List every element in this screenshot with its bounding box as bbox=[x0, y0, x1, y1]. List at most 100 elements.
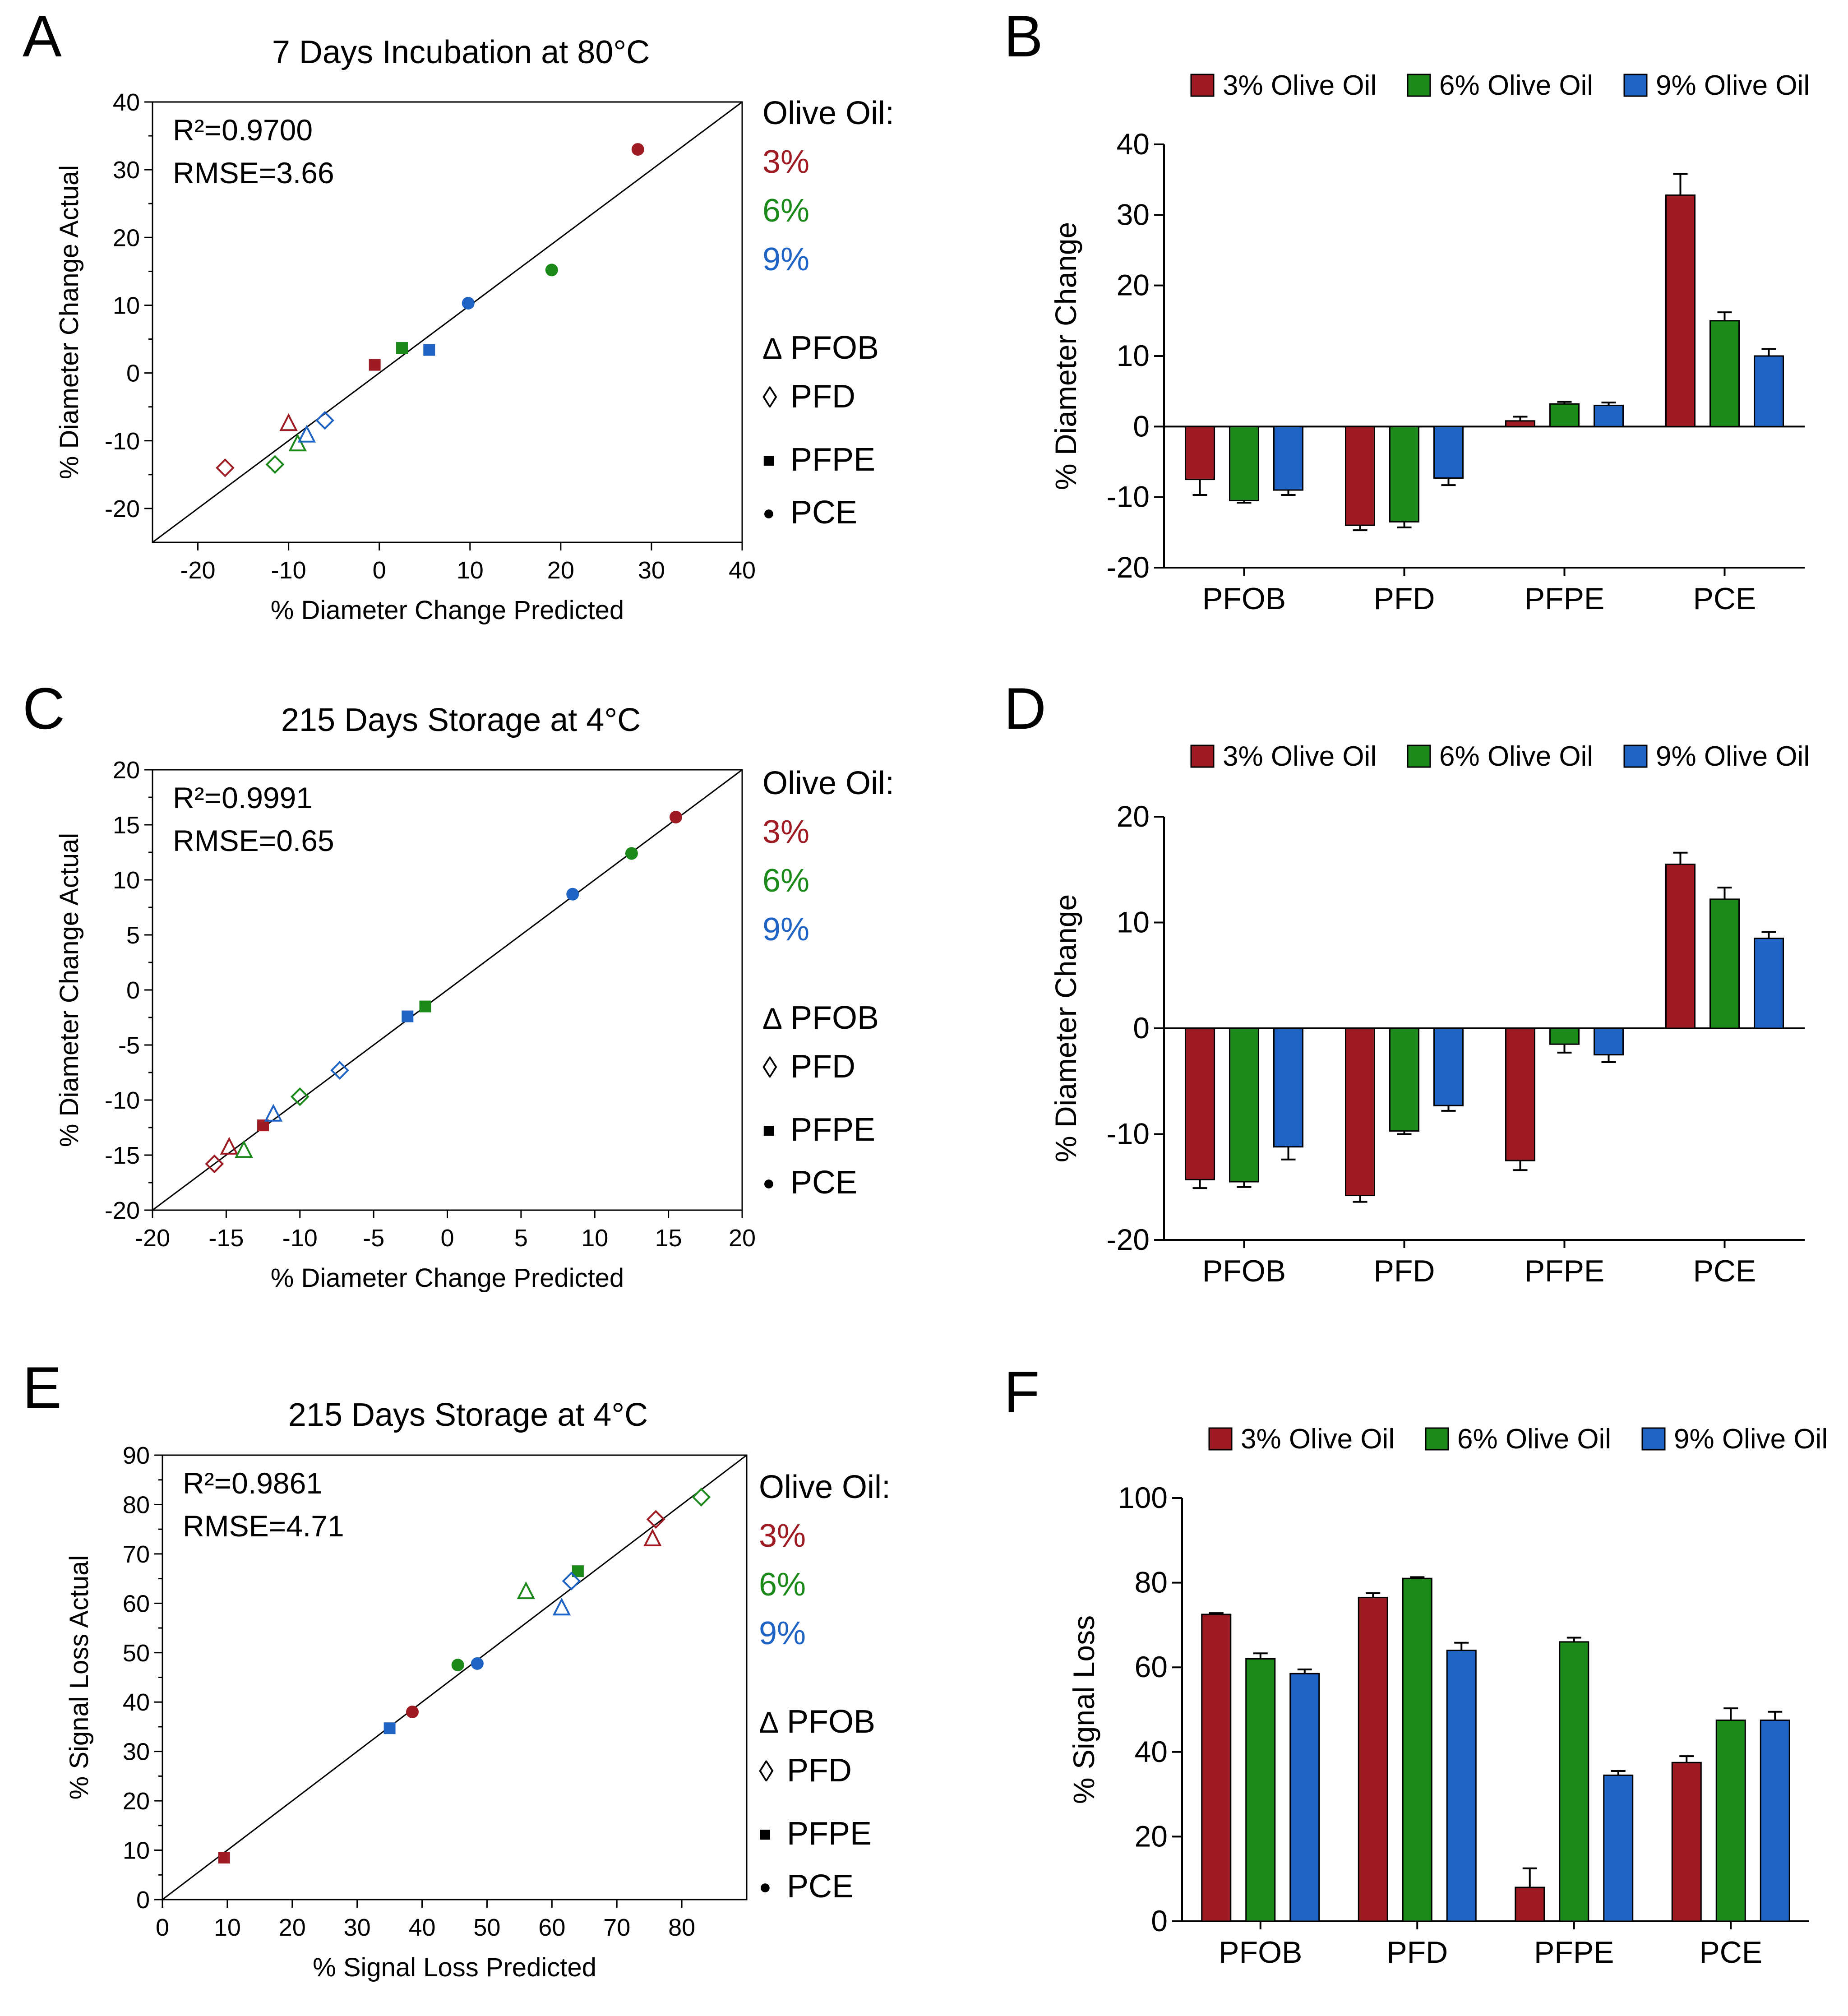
bar bbox=[1505, 1027, 1535, 1161]
y-axis-label: % Signal Loss Actual bbox=[65, 1555, 94, 1800]
bar bbox=[1549, 403, 1580, 427]
data-point-diamond bbox=[265, 455, 285, 474]
y-tick-label: 40 bbox=[123, 1689, 150, 1716]
y-tick-label: 0 bbox=[1133, 409, 1150, 443]
panel-letter: E bbox=[23, 1355, 62, 1420]
r-squared-text: R²=0.9861 bbox=[183, 1466, 323, 1500]
y-tick-label: -20 bbox=[1107, 1223, 1150, 1256]
bar bbox=[1760, 1719, 1790, 1922]
chart-title: 7 Days Incubation at 80°C bbox=[272, 34, 650, 70]
data-point-triangle bbox=[517, 1581, 536, 1600]
legend-series-label: 9% Olive Oil bbox=[1656, 70, 1810, 101]
legend-series-label: 3% Olive Oil bbox=[1223, 741, 1377, 772]
x-tick-label: 70 bbox=[603, 1914, 630, 1941]
data-point-circle bbox=[462, 296, 475, 310]
x-tick-label: 10 bbox=[457, 557, 484, 584]
bar bbox=[1229, 425, 1259, 501]
data-point-square bbox=[419, 1000, 431, 1013]
bar bbox=[1559, 1641, 1589, 1922]
data-point-square bbox=[423, 344, 435, 356]
legend-shape-label: PFD bbox=[790, 1049, 855, 1085]
plot-frame bbox=[152, 101, 743, 543]
x-tick-label: 50 bbox=[473, 1914, 500, 1941]
y-tick-label: -10 bbox=[105, 428, 140, 455]
x-tick-label: 60 bbox=[538, 1914, 565, 1941]
data-point-triangle bbox=[643, 1528, 662, 1547]
legend-level: 9% bbox=[762, 241, 809, 277]
y-tick-label: 80 bbox=[123, 1491, 150, 1518]
chart-title: 215 Days Storage at 4°C bbox=[288, 1397, 648, 1433]
y-tick-label: 10 bbox=[1117, 339, 1150, 372]
x-tick-label: -20 bbox=[180, 557, 216, 584]
legend-swatch bbox=[1425, 1427, 1449, 1451]
bar bbox=[1245, 1658, 1276, 1922]
legend-title: Olive Oil: bbox=[759, 1469, 891, 1505]
x-tick-label: 15 bbox=[655, 1225, 682, 1252]
y-tick-label: 10 bbox=[1117, 906, 1150, 939]
data-point-triangle bbox=[297, 425, 316, 443]
y-tick-label: 20 bbox=[123, 1788, 150, 1815]
x-axis-label: % Signal Loss Predicted bbox=[313, 1953, 596, 1982]
bar bbox=[1229, 1027, 1259, 1183]
x-category-label: PCE bbox=[1699, 1935, 1762, 1970]
panel-letter: F bbox=[1004, 1359, 1040, 1425]
legend-series-label: 9% Olive Oil bbox=[1656, 741, 1810, 772]
bar bbox=[1665, 864, 1696, 1029]
x-category-label: PFPE bbox=[1525, 582, 1605, 616]
bar bbox=[1389, 425, 1419, 522]
legend-level: 3% bbox=[762, 144, 809, 180]
x-category-label: PFOB bbox=[1202, 1254, 1286, 1288]
data-point-diamond bbox=[315, 411, 334, 430]
legend-swatch bbox=[1623, 74, 1648, 97]
scatter-panel-C: C 215 Days Storage at 4°C -20 -15 -10 -5 0 5 10 1… bbox=[23, 675, 894, 1293]
y-tick-label: 40 bbox=[1117, 127, 1150, 161]
x-category-label: PFOB bbox=[1202, 582, 1286, 616]
y-tick-label: 40 bbox=[1135, 1735, 1168, 1768]
data-point-square bbox=[383, 1722, 396, 1734]
x-category-label: PFPE bbox=[1534, 1935, 1614, 1970]
data-point-triangle bbox=[220, 1137, 239, 1155]
x-category-label: PCE bbox=[1693, 1254, 1756, 1288]
y-tick-label: -10 bbox=[105, 1087, 140, 1114]
data-point-circle bbox=[406, 1706, 419, 1719]
y-tick-label: -10 bbox=[1107, 480, 1150, 513]
legend-swatch bbox=[1208, 1427, 1233, 1451]
data-point-diamond bbox=[290, 1087, 310, 1106]
x-tick-label: 20 bbox=[279, 1914, 306, 1941]
y-tick-label: 80 bbox=[1135, 1566, 1168, 1599]
y-axis-label: % Diameter Change Actual bbox=[55, 165, 84, 479]
y-tick-label: 90 bbox=[123, 1442, 150, 1469]
bar bbox=[1671, 1762, 1702, 1922]
data-point-circle bbox=[451, 1659, 464, 1672]
bar bbox=[1665, 194, 1696, 427]
y-tick-label: 20 bbox=[1117, 268, 1150, 302]
y-tick-label: 100 bbox=[1118, 1481, 1168, 1514]
legend-swatch bbox=[1190, 74, 1215, 97]
data-point-diamond bbox=[330, 1061, 349, 1080]
x-axis-label: % Diameter Change Predicted bbox=[271, 596, 624, 625]
y-tick-label: 40 bbox=[113, 89, 140, 116]
identity-line bbox=[152, 101, 743, 543]
x-category-label: PFD bbox=[1374, 1254, 1435, 1288]
data-point-diamond bbox=[205, 1154, 224, 1174]
bar bbox=[1433, 1027, 1464, 1106]
bar bbox=[1594, 404, 1624, 427]
scatter-panel-E: E 215 Days Storage at 4°C 0 10 20 30 40 50 60 70 8… bbox=[23, 1355, 891, 1982]
x-tick-label: 20 bbox=[729, 1225, 756, 1252]
legend-swatch bbox=[1623, 744, 1648, 768]
square-icon: ■ bbox=[759, 1822, 772, 1845]
y-axis-label: % Diameter Change Actual bbox=[55, 833, 84, 1147]
y-tick-label: 30 bbox=[123, 1739, 150, 1766]
diamond-icon: ◊ bbox=[762, 380, 777, 414]
bar bbox=[1715, 1719, 1746, 1922]
data-point-circle bbox=[625, 847, 638, 860]
square-icon: ■ bbox=[762, 448, 775, 472]
legend-shape-label: PFOB bbox=[787, 1704, 875, 1740]
legend-swatch bbox=[1407, 744, 1431, 768]
bar bbox=[1185, 1027, 1215, 1180]
bar bbox=[1345, 425, 1375, 526]
panel-letter: A bbox=[23, 3, 62, 69]
triangle-icon: Δ bbox=[762, 332, 782, 365]
bar bbox=[1273, 1027, 1303, 1148]
bar bbox=[1273, 425, 1303, 491]
